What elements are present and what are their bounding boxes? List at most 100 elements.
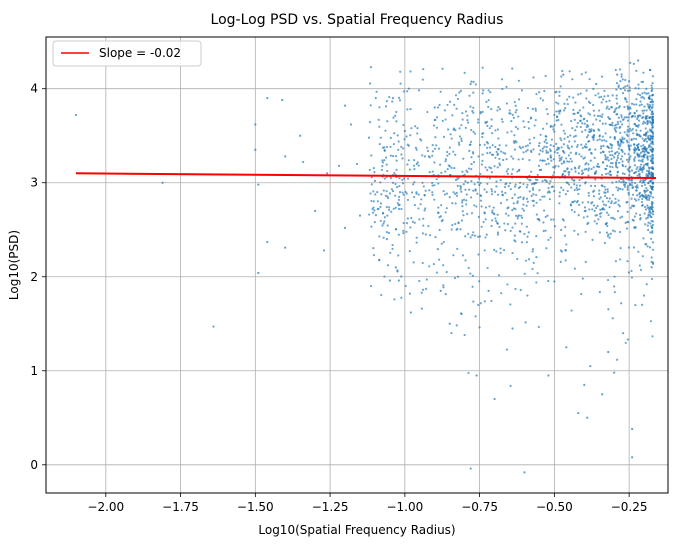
scatter-point: [469, 82, 472, 86]
scatter-point: [284, 155, 287, 158]
scatter-point: [538, 142, 541, 145]
scatter-point: [513, 134, 516, 137]
scatter-point: [555, 148, 558, 151]
scatter-point: [557, 102, 560, 105]
scatter-point: [410, 216, 413, 220]
scatter-point: [440, 204, 443, 207]
scatter-point: [343, 226, 347, 229]
scatter-point: [644, 149, 648, 152]
scatter-point: [476, 192, 479, 195]
scatter-point: [394, 194, 397, 197]
scatter-point: [552, 174, 555, 177]
scatter-point: [486, 151, 489, 155]
scatter-point: [592, 195, 596, 198]
scatter-point: [637, 125, 640, 128]
scatter-point: [636, 117, 639, 121]
x-tick-label: −1.75: [162, 500, 199, 514]
scatter-point: [380, 293, 383, 297]
scatter-point: [645, 92, 648, 95]
scatter-point: [644, 208, 648, 211]
scatter-point: [647, 221, 650, 224]
scatter-point: [461, 118, 464, 121]
scatter-point: [578, 188, 581, 191]
scatter-point: [616, 210, 620, 213]
scatter-point: [628, 89, 632, 92]
scatter-point: [600, 184, 603, 187]
scatter-point: [453, 167, 456, 170]
scatter-point: [416, 132, 419, 135]
scatter-point: [517, 158, 520, 161]
scatter-point: [432, 124, 436, 127]
scatter-point: [631, 204, 634, 207]
scatter-point: [543, 159, 546, 162]
scatter-point: [651, 196, 655, 199]
scatter-point: [457, 221, 460, 224]
scatter-point: [494, 156, 497, 159]
scatter-point: [644, 121, 647, 125]
scatter-point: [514, 111, 517, 114]
scatter-point: [521, 157, 524, 161]
scatter-point: [349, 123, 353, 126]
scatter-point: [413, 167, 416, 171]
scatter-point: [573, 183, 576, 186]
scatter-point: [459, 89, 462, 93]
scatter-point: [398, 184, 401, 188]
scatter-point: [476, 181, 480, 184]
scatter-point: [626, 188, 629, 191]
scatter-point: [619, 131, 622, 135]
scatter-point: [580, 130, 584, 133]
scatter-point: [383, 216, 386, 219]
scatter-point: [437, 147, 441, 150]
scatter-point: [555, 110, 558, 113]
scatter-point: [524, 259, 528, 262]
scatter-point: [633, 112, 636, 115]
scatter-point: [455, 194, 459, 197]
scatter-point: [464, 235, 467, 238]
scatter-point: [550, 138, 554, 141]
scatter-point: [500, 78, 504, 81]
x-tick-label: −1.25: [312, 500, 349, 514]
scatter-point: [640, 96, 643, 99]
scatter-point: [611, 216, 615, 220]
scatter-point: [622, 86, 625, 89]
scatter-point: [394, 266, 397, 269]
scatter-point: [483, 188, 486, 191]
scatter-point: [625, 201, 628, 204]
scatter-point: [588, 130, 591, 133]
scatter-point: [577, 93, 580, 96]
scatter-point: [605, 107, 608, 110]
scatter-point: [650, 131, 653, 134]
scatter-point: [525, 150, 528, 153]
scatter-point: [563, 234, 567, 237]
scatter-point: [433, 118, 436, 122]
scatter-point: [438, 228, 441, 232]
scatter-point: [378, 142, 381, 146]
scatter-point: [496, 128, 500, 131]
scatter-point: [444, 118, 447, 121]
scatter-point: [500, 190, 504, 193]
scatter-point: [606, 235, 609, 238]
scatter-point: [481, 66, 484, 69]
scatter-point: [609, 173, 612, 176]
scatter-point: [639, 218, 642, 221]
scatter-point: [634, 115, 637, 118]
scatter-point: [407, 159, 411, 162]
scatter-point: [387, 208, 391, 212]
scatter-point: [477, 253, 480, 256]
scatter-point: [560, 186, 563, 189]
scatter-point: [556, 146, 559, 149]
scatter-point: [599, 196, 602, 199]
scatter-point: [617, 122, 620, 126]
scatter-point: [605, 197, 609, 200]
scatter-point: [466, 212, 469, 216]
scatter-point: [432, 262, 435, 266]
x-tick-label: −1.00: [386, 500, 423, 514]
scatter-point: [650, 113, 653, 116]
scatter-point: [600, 145, 603, 148]
scatter-point: [579, 92, 582, 95]
scatter-point: [449, 133, 452, 136]
scatter-point: [455, 191, 458, 194]
scatter-point: [624, 341, 627, 345]
scatter-point: [634, 156, 637, 159]
scatter-point: [651, 248, 655, 251]
